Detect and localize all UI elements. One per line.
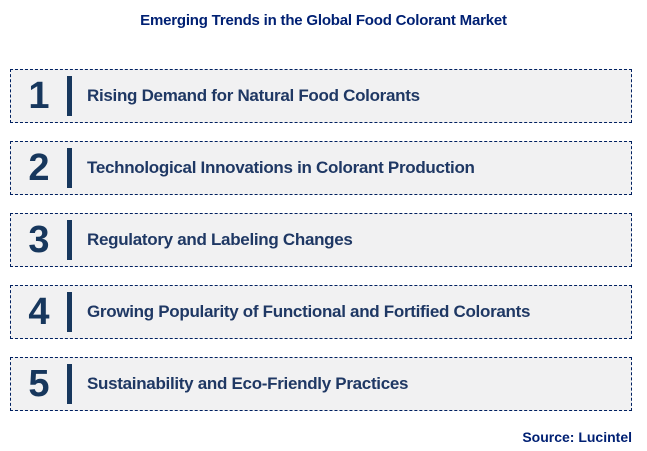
- divider-bar: [67, 364, 72, 404]
- trend-list: 1 Rising Demand for Natural Food Coloran…: [10, 69, 632, 411]
- trend-label: Regulatory and Labeling Changes: [87, 230, 353, 249]
- source-credit: Source: Lucintel: [522, 429, 632, 445]
- trend-label: Sustainability and Eco-Friendly Practice…: [87, 374, 409, 393]
- trend-label: Technological Innovations in Colorant Pr…: [87, 158, 475, 177]
- divider-bar: [67, 220, 72, 260]
- trend-label: Growing Popularity of Functional and For…: [87, 302, 531, 321]
- divider-bar: [67, 292, 72, 332]
- trend-number: 3: [28, 219, 50, 261]
- trend-row-2: 2 Technological Innovations in Colorant …: [10, 141, 632, 195]
- trend-label: Rising Demand for Natural Food Colorants: [87, 86, 420, 105]
- trend-row-1: 1 Rising Demand for Natural Food Coloran…: [10, 69, 632, 123]
- trend-number: 5: [28, 363, 50, 405]
- trend-row-4: 4 Growing Popularity of Functional and F…: [10, 285, 632, 339]
- trend-number: 2: [28, 147, 50, 189]
- trend-row-5: 5 Sustainability and Eco-Friendly Practi…: [10, 357, 632, 411]
- page-title: Emerging Trends in the Global Food Color…: [140, 12, 507, 29]
- divider-bar: [67, 148, 72, 188]
- trend-number: 1: [28, 75, 50, 117]
- trend-number: 4: [28, 291, 50, 333]
- divider-bar: [67, 76, 72, 116]
- trend-row-3: 3 Regulatory and Labeling Changes: [10, 213, 632, 267]
